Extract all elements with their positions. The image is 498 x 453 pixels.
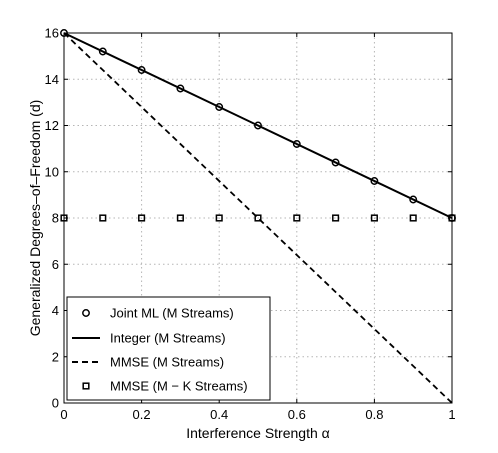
joint-ml-point — [176, 84, 185, 93]
joint-ml-point — [370, 177, 379, 185]
y-axis-label: Generalized Degrees–of–Freedom (d) — [27, 100, 43, 337]
mmse-m-k-streams-point — [99, 214, 107, 222]
legend-circle-marker — [82, 309, 90, 317]
mmse-m-k-streams-point — [332, 214, 340, 222]
legend-item: MMSE (M − K Streams) — [82, 379, 248, 394]
y-tick-label: 2 — [52, 349, 59, 364]
mmse-m-k-streams-point — [409, 214, 417, 222]
joint-ml-point — [331, 158, 340, 167]
mmse-m-k-streams-point — [254, 214, 262, 222]
legend-box — [66, 296, 271, 401]
ticks — [63, 32, 453, 404]
joint-ml-point — [215, 103, 224, 111]
y-tick-label: 4 — [52, 303, 59, 318]
y-tick-label: 8 — [52, 211, 59, 226]
legend-label: MMSE (M Streams) — [110, 355, 224, 370]
y-tick-label: 10 — [45, 164, 59, 179]
y-tick-label: 6 — [52, 257, 59, 272]
y-tick-label: 12 — [45, 118, 59, 133]
y-tick-label: 16 — [45, 26, 59, 41]
legend-square-marker — [82, 382, 90, 390]
legend-label: MMSE (M − K Streams) — [110, 379, 248, 394]
joint-ml-point — [137, 66, 146, 74]
mmse-m-k-streams-point — [293, 214, 301, 222]
x-tick-label: 0 — [60, 407, 67, 422]
legend-label: Joint ML (M Streams) — [110, 306, 234, 321]
joint-ml-point — [292, 140, 301, 148]
mmse-m-k-streams-point — [215, 214, 223, 222]
mmse-m-k-streams-point — [370, 214, 378, 222]
x-tick-label: 0.2 — [133, 407, 151, 422]
legend-item: MMSE (M Streams) — [72, 355, 224, 370]
joint-ml-point — [98, 47, 107, 56]
legend-items: Joint ML (M Streams) Integer (M Streams) M… — [72, 306, 248, 394]
joint-ml-point — [254, 121, 262, 130]
y-tick-label: 0 — [52, 396, 59, 411]
x-axis-label: Interference Strength α — [186, 425, 330, 441]
y-tick-label: 14 — [45, 72, 59, 87]
integer-m-streams-line — [63, 32, 453, 219]
joint-ml-point — [409, 195, 418, 204]
x-tick-label: 0.4 — [210, 407, 228, 422]
legend-item: Joint ML (M Streams) — [82, 306, 234, 321]
legend-item: Integer (M Streams) — [72, 331, 226, 346]
x-tick-label: 0.8 — [365, 407, 383, 422]
mmse-m-k-streams-point — [176, 214, 184, 222]
mmse-m-k-streams-point — [138, 214, 146, 222]
legend: Joint ML (M Streams) Integer (M Streams) M… — [66, 296, 271, 401]
x-tick-label: 1 — [448, 407, 455, 422]
legend-label: Integer (M Streams) — [110, 331, 226, 346]
x-tick-label: 0.6 — [288, 407, 306, 422]
